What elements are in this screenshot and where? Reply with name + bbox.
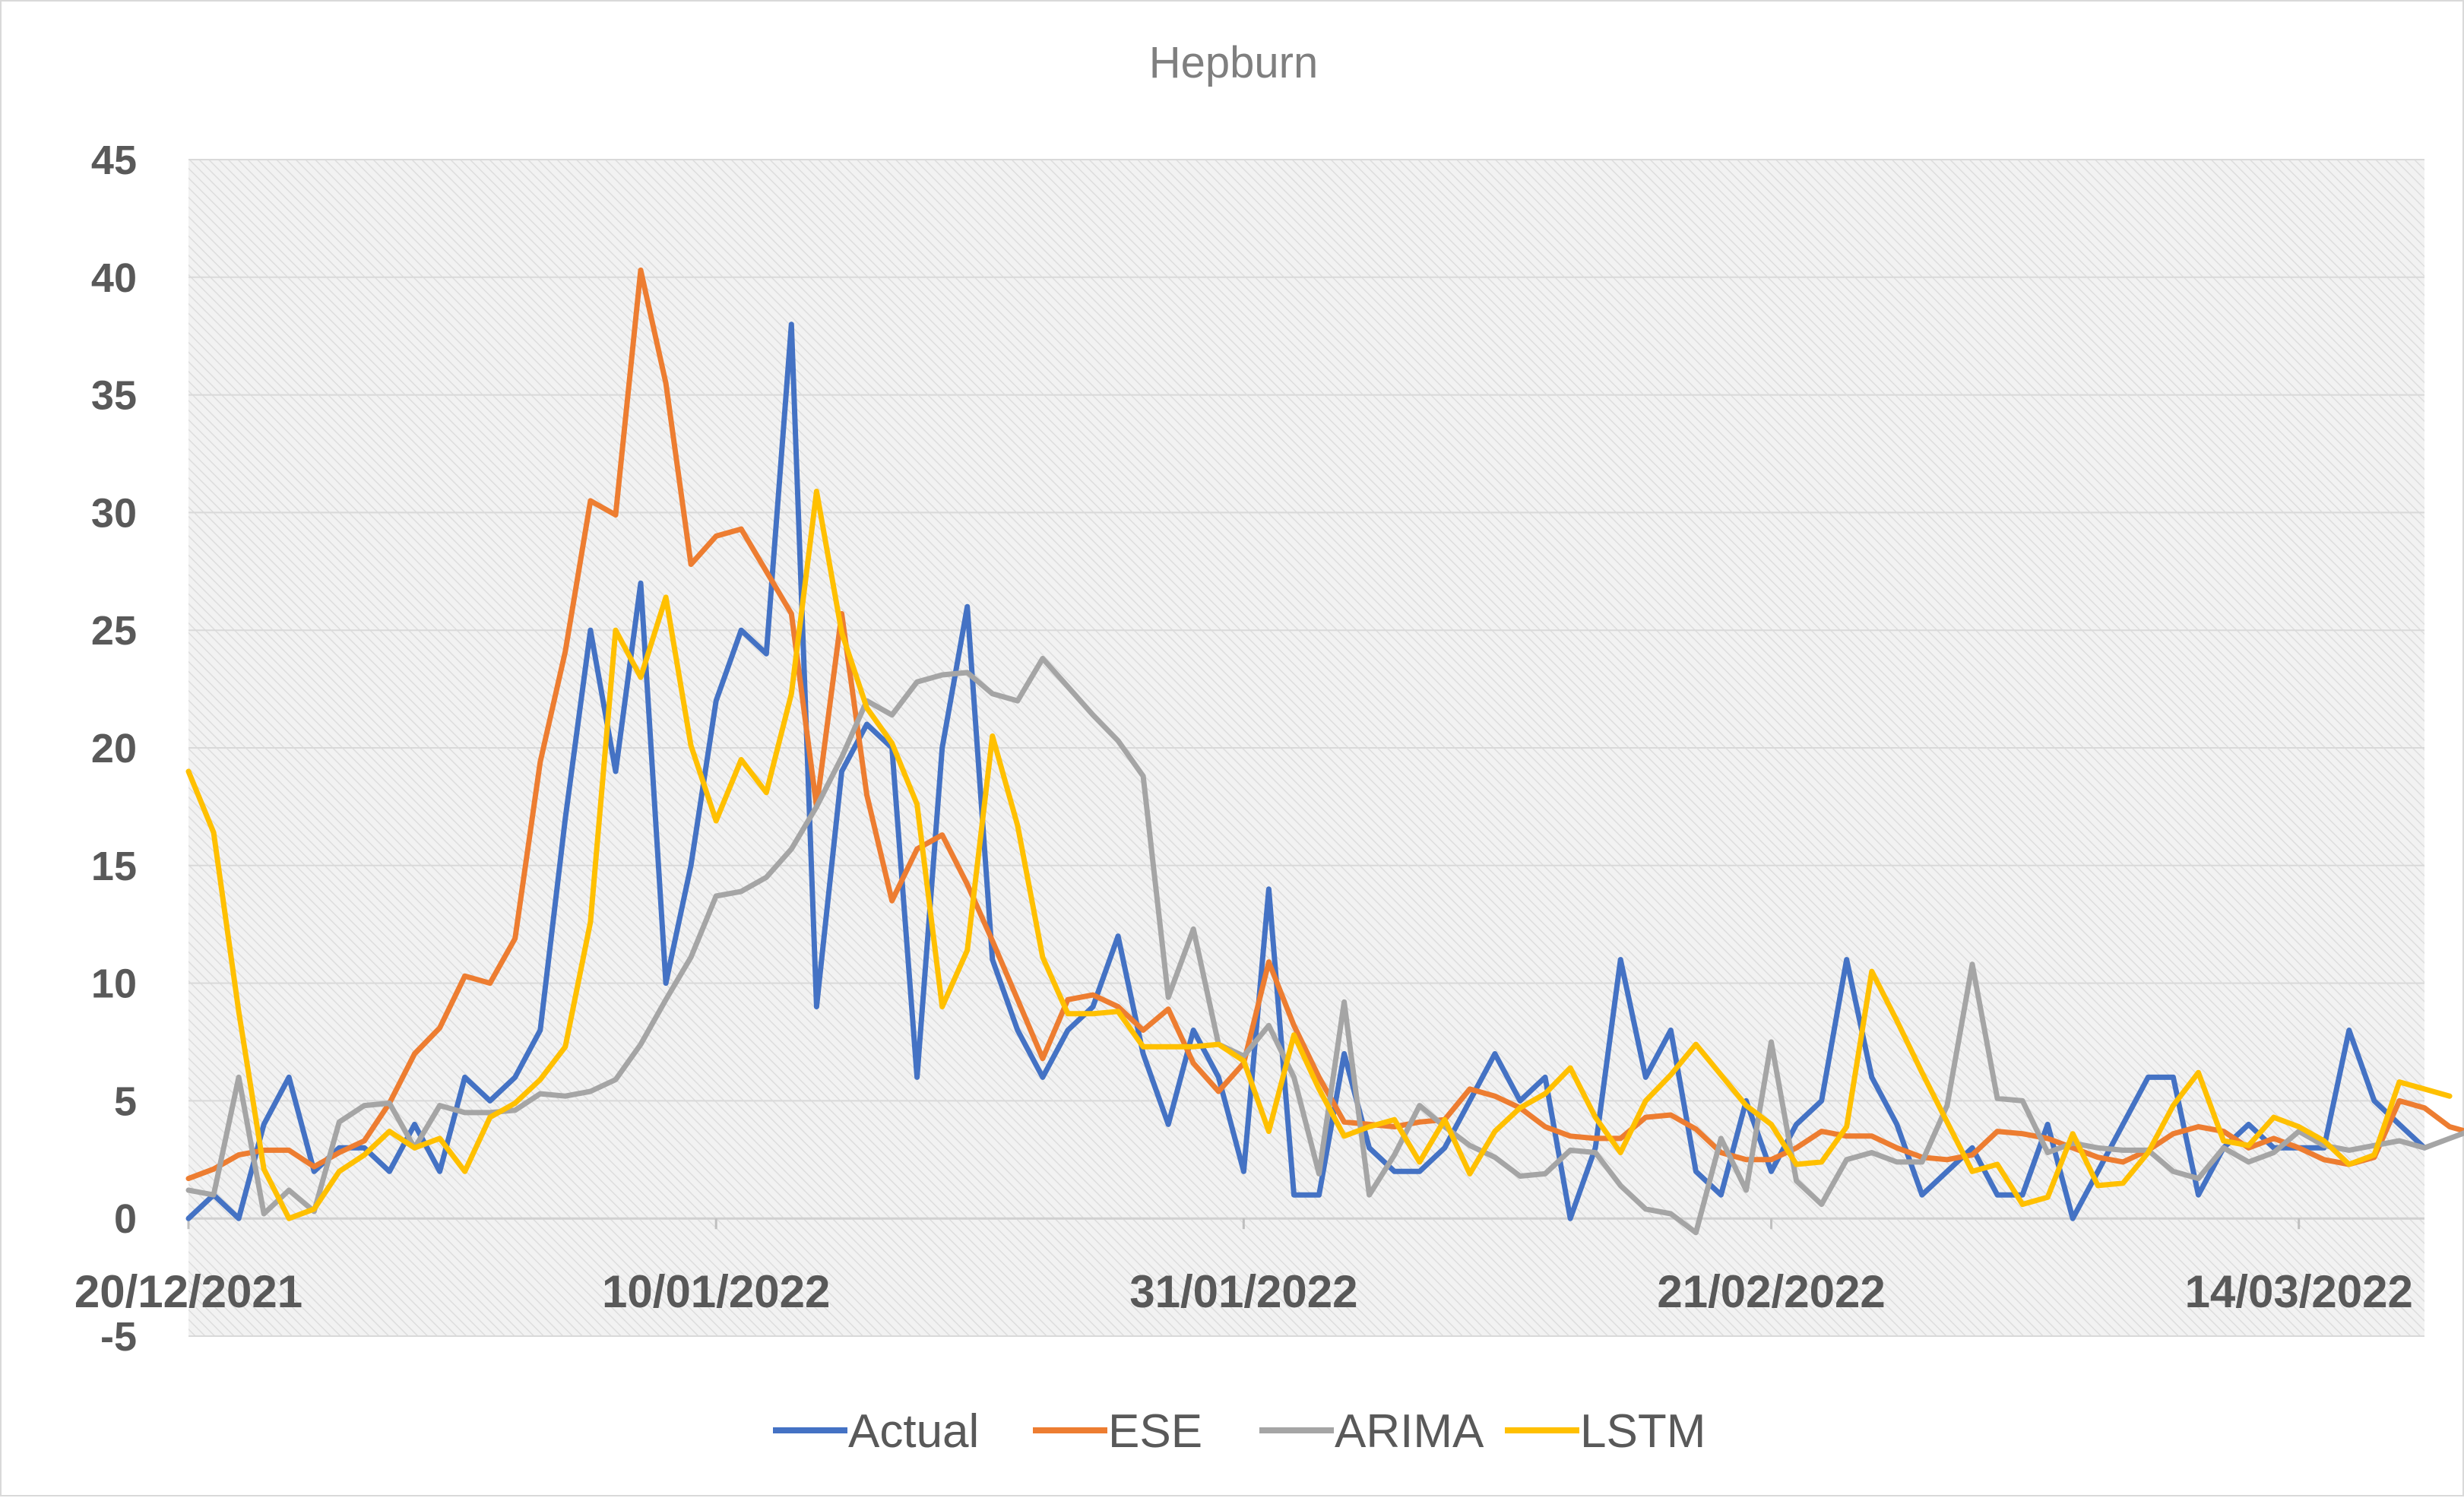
y-tick-label: 30 bbox=[91, 490, 137, 536]
x-tick-label: 21/02/2022 bbox=[1657, 1266, 1885, 1317]
legend-item-arima: ARIMA bbox=[1259, 1405, 1484, 1458]
y-tick-label: 25 bbox=[91, 608, 137, 654]
y-tick-label: 10 bbox=[91, 961, 137, 1007]
y-tick-label: 15 bbox=[91, 844, 137, 889]
legend-item-actual: Actual bbox=[773, 1405, 979, 1458]
y-tick-label: 40 bbox=[91, 255, 137, 301]
chart-title: Hepburn bbox=[1149, 38, 1318, 87]
legend-label: ARIMA bbox=[1335, 1405, 1484, 1458]
y-tick-label: 5 bbox=[114, 1078, 137, 1124]
y-tick-label: 0 bbox=[114, 1196, 137, 1242]
legend-label: Actual bbox=[848, 1405, 979, 1458]
series-line-lstm bbox=[185, 489, 2453, 1221]
legend-item-ese: ESE bbox=[1033, 1405, 1202, 1458]
legend-label: LSTM bbox=[1580, 1405, 1705, 1458]
legend-label: ESE bbox=[1108, 1405, 1202, 1458]
y-axis-ticks: -5 0 5 10 15 20 25 30 35 40 45 bbox=[91, 138, 137, 1360]
y-tick-label: -5 bbox=[100, 1314, 137, 1360]
y-tick-label: 45 bbox=[91, 138, 137, 183]
x-axis-ticks: 20/12/2021 10/01/2022 31/01/2022 21/02/2022… bbox=[74, 1218, 2413, 1317]
x-tick-label: 20/12/2021 bbox=[74, 1266, 302, 1317]
legend: Actual ESE ARIMA LSTM bbox=[773, 1405, 1705, 1458]
y-tick-label: 20 bbox=[91, 726, 137, 771]
legend-item-lstm: LSTM bbox=[1505, 1405, 1705, 1458]
series-line-arima bbox=[185, 655, 2464, 1236]
y-tick-label: 35 bbox=[91, 373, 137, 419]
x-tick-label: 14/03/2022 bbox=[2185, 1266, 2413, 1317]
gridlines bbox=[188, 159, 2424, 1337]
x-tick-label: 31/01/2022 bbox=[1129, 1266, 1357, 1317]
x-tick-label: 10/01/2022 bbox=[602, 1266, 830, 1317]
series-lines bbox=[185, 268, 2464, 1236]
